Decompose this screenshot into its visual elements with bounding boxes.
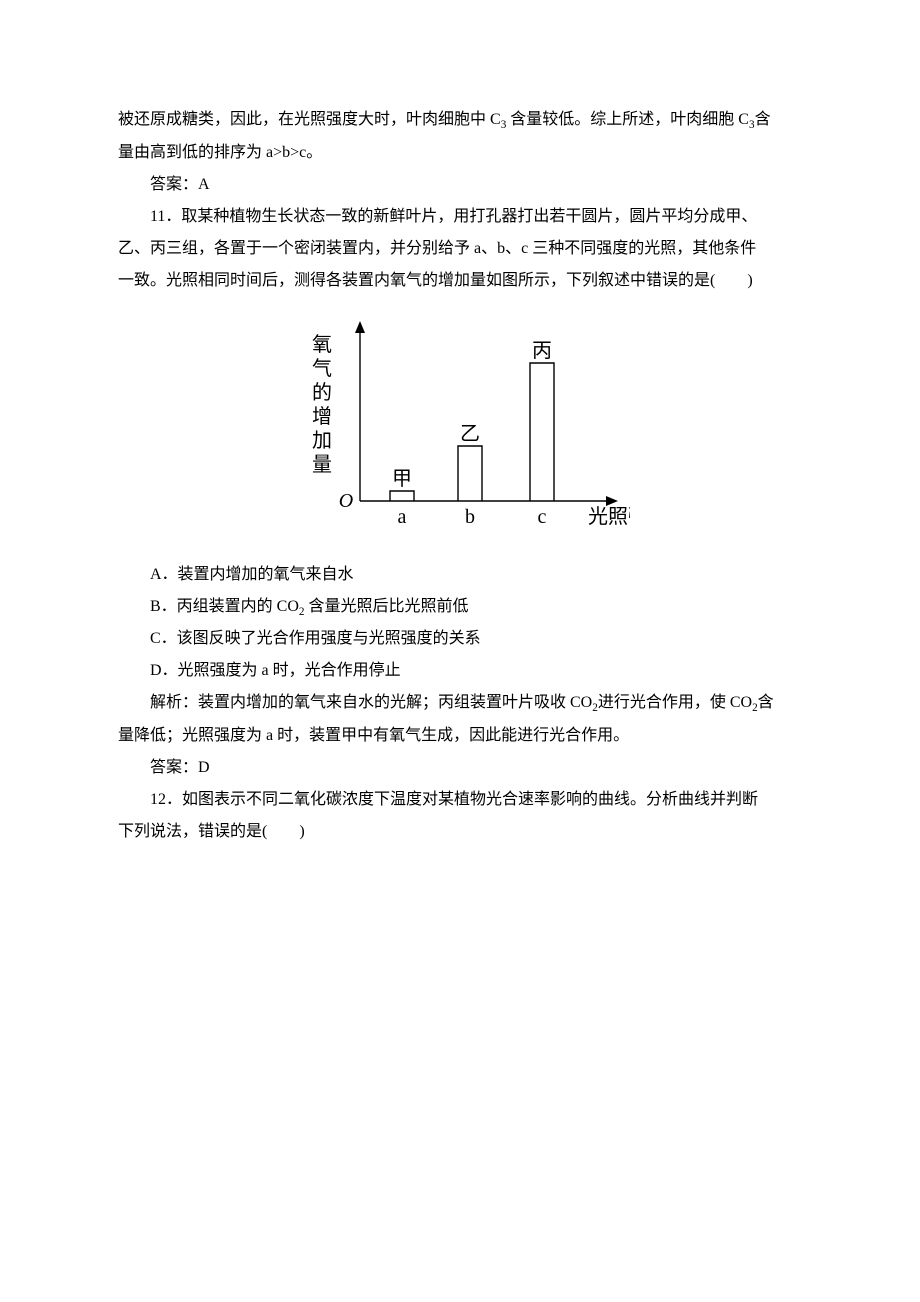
bar-chart-svg: 氧气的增加量O 甲a 乙 b 丙 c 光照强度	[290, 311, 630, 541]
option-a: A．装置内增加的氧气来自水	[118, 559, 802, 591]
question-12-stem-2: 下列说法，错误的是( )	[118, 816, 802, 848]
explanation-11: 解析：装置内增加的氧气来自水的光解；丙组装置叶片吸收 CO2进行光合作用，使 C…	[118, 687, 802, 720]
svg-text:O: O	[339, 490, 353, 512]
option-d: D．光照强度为 a 时，光合作用停止	[118, 655, 802, 687]
explanation-11-2: 量降低；光照强度为 a 时，装置甲中有氧气生成，因此能进行光合作用。	[118, 720, 802, 752]
option-b: B．丙组装置内的 CO2 含量光照后比光照前低	[118, 591, 802, 624]
svg-text:的: 的	[312, 381, 332, 404]
question-12-stem: 12．如图表示不同二氧化碳浓度下温度对某植物光合速率影响的曲线。分析曲线并判断	[118, 784, 802, 816]
text-fragment: 含量光照后比光照前低	[305, 598, 469, 615]
text-fragment: 含量较低。综上所述，叶肉细胞 C	[506, 111, 749, 128]
answer-line: 答案：A	[118, 169, 802, 201]
svg-text:a: a	[398, 506, 407, 528]
svg-text:b: b	[465, 506, 475, 528]
svg-text:c: c	[538, 506, 547, 528]
text-fragment: 进行光合作用，使 CO	[598, 694, 752, 711]
text-fragment: 含	[758, 694, 774, 711]
svg-text:乙: 乙	[460, 423, 480, 445]
svg-text:气: 气	[312, 357, 332, 380]
svg-text:丙: 丙	[532, 340, 552, 362]
svg-text:量: 量	[312, 454, 332, 476]
continuation-paragraph-2: 量由高到低的排序为 a>b>c。	[118, 137, 802, 169]
svg-text:光照强度: 光照强度	[588, 505, 630, 528]
question-11-stem-3: 一致。光照相同时间后，测得各装置内氧气的增加量如图所示，下列叙述中错误的是( )	[118, 265, 802, 297]
question-11-stem: 11．取某种植物生长状态一致的新鲜叶片，用打孔器打出若干圆片，圆片平均分成甲、	[118, 201, 802, 233]
bar-chart-figure: 氧气的增加量O 甲a 乙 b 丙 c 光照强度	[118, 311, 802, 553]
continuation-paragraph: 被还原成糖类，因此，在光照强度大时，叶肉细胞中 C3 含量较低。综上所述，叶肉细…	[118, 104, 802, 137]
option-c: C．该图反映了光合作用强度与光照强度的关系	[118, 623, 802, 655]
svg-text:增: 增	[312, 405, 332, 428]
svg-text:加: 加	[312, 429, 332, 452]
text-fragment: B．丙组装置内的 CO	[150, 598, 299, 615]
svg-text:氧: 氧	[312, 333, 332, 356]
svg-text:甲: 甲	[392, 468, 412, 490]
document-page: 被还原成糖类，因此，在光照强度大时，叶肉细胞中 C3 含量较低。综上所述，叶肉细…	[0, 0, 920, 1302]
text-fragment: 被还原成糖类，因此，在光照强度大时，叶肉细胞中 C	[118, 111, 501, 128]
answer-line-11: 答案：D	[118, 752, 802, 784]
text-fragment: 解析：装置内增加的氧气来自水的光解；丙组装置叶片吸收 CO	[150, 694, 592, 711]
question-11-stem-2: 乙、丙三组，各置于一个密闭装置内，并分别给予 a、b、c 三种不同强度的光照，其…	[118, 233, 802, 265]
text-fragment: 含	[755, 111, 771, 128]
